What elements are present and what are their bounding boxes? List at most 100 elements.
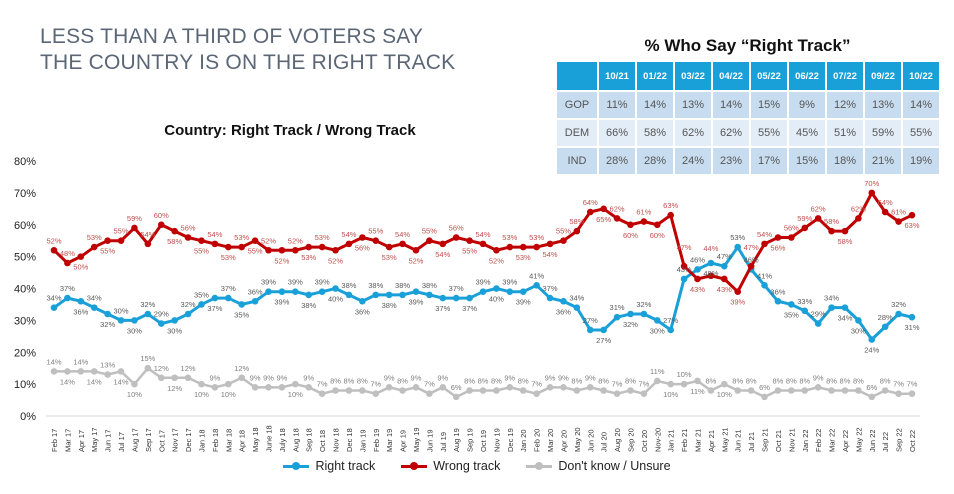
table-cell: 19% bbox=[903, 148, 939, 174]
data-label: 34% bbox=[837, 314, 852, 323]
data-label: 14% bbox=[46, 357, 61, 366]
y-tick-label: 40% bbox=[14, 284, 36, 296]
data-point bbox=[868, 336, 876, 343]
x-tick-label: Aug 20 bbox=[613, 428, 622, 452]
data-label: 13% bbox=[100, 361, 115, 370]
table-column-header: 10/22 bbox=[903, 62, 939, 90]
data-label: 7% bbox=[612, 380, 623, 389]
data-point bbox=[452, 294, 460, 302]
data-point bbox=[372, 390, 380, 397]
data-point bbox=[117, 368, 125, 375]
data-point bbox=[533, 282, 540, 289]
table-cell: 11% bbox=[599, 92, 635, 118]
data-label: 59% bbox=[797, 214, 812, 223]
data-point bbox=[198, 237, 205, 244]
table-cell: 45% bbox=[789, 120, 825, 146]
data-point bbox=[238, 301, 245, 308]
x-tick-label: Apr 18 bbox=[238, 430, 247, 452]
data-label: 36% bbox=[73, 307, 88, 316]
data-point bbox=[586, 326, 594, 334]
data-point bbox=[908, 313, 916, 321]
data-point bbox=[332, 246, 339, 254]
data-label: 37% bbox=[60, 284, 75, 293]
x-tick-label: Oct 19 bbox=[479, 430, 488, 452]
legend: Right track Wrong track Don't know / Unsur… bbox=[0, 459, 954, 473]
data-label: 55% bbox=[194, 247, 209, 256]
data-point bbox=[721, 275, 728, 283]
data-label: 8% bbox=[464, 377, 475, 386]
data-label: 54% bbox=[395, 230, 410, 239]
data-point bbox=[251, 384, 259, 391]
y-tick-label: 30% bbox=[14, 315, 36, 327]
data-point bbox=[855, 387, 862, 394]
data-label: 10% bbox=[194, 390, 209, 399]
data-label: 55% bbox=[248, 247, 263, 256]
data-label: 44% bbox=[703, 244, 718, 253]
data-label: 10% bbox=[127, 390, 142, 399]
x-tick-label: Nov 18 bbox=[332, 428, 341, 452]
table-column-header: 04/22 bbox=[713, 62, 749, 90]
data-point bbox=[399, 387, 406, 394]
data-point bbox=[801, 307, 809, 315]
data-label: 52% bbox=[489, 256, 504, 265]
data-label: 9% bbox=[250, 373, 261, 382]
data-label: 36% bbox=[770, 287, 785, 296]
data-point bbox=[144, 240, 152, 248]
data-label: 47% bbox=[677, 243, 692, 252]
x-tick-label: Dec 18 bbox=[345, 428, 354, 452]
data-label: 10% bbox=[717, 390, 732, 399]
x-tick-label: Oct 20 bbox=[640, 430, 649, 452]
data-point bbox=[546, 384, 554, 391]
headline: LESS THAN A THIRD OF VOTERS SAY THE COUN… bbox=[40, 24, 455, 76]
data-point bbox=[881, 323, 889, 331]
table-column-header: 01/22 bbox=[637, 62, 673, 90]
data-point bbox=[734, 387, 742, 394]
data-point bbox=[721, 380, 728, 388]
data-point bbox=[144, 310, 152, 318]
data-label: 48% bbox=[60, 249, 75, 258]
y-tick-label: 60% bbox=[14, 220, 36, 232]
data-point bbox=[734, 243, 742, 251]
data-point bbox=[560, 297, 567, 305]
data-label: 37% bbox=[462, 304, 477, 313]
data-point bbox=[144, 364, 152, 372]
data-point bbox=[251, 237, 259, 244]
data-point bbox=[305, 291, 313, 299]
data-label: 38% bbox=[368, 281, 383, 290]
x-tick-label: Sep 19 bbox=[466, 428, 475, 452]
data-point bbox=[694, 266, 701, 273]
data-label: 39% bbox=[516, 298, 531, 307]
x-tick-label: Sep 21 bbox=[761, 428, 770, 452]
data-label: 56% bbox=[784, 224, 799, 233]
data-label: 31% bbox=[610, 303, 625, 312]
data-point bbox=[694, 275, 701, 283]
table-corner bbox=[557, 62, 597, 90]
data-label: 55% bbox=[368, 227, 383, 236]
data-label: 55% bbox=[422, 227, 437, 236]
data-point bbox=[627, 310, 634, 318]
x-tick-label: Jan 22 bbox=[801, 429, 810, 452]
data-label: 62% bbox=[610, 204, 625, 213]
y-tick-label: 10% bbox=[14, 379, 36, 391]
data-label: 53% bbox=[730, 233, 745, 242]
data-point bbox=[90, 304, 98, 311]
data-label: 12% bbox=[181, 364, 196, 373]
data-point bbox=[694, 377, 701, 385]
data-label: 36% bbox=[556, 307, 571, 316]
data-point bbox=[452, 234, 460, 241]
data-point bbox=[613, 390, 621, 397]
data-point bbox=[506, 288, 514, 295]
data-label: 53% bbox=[315, 233, 330, 242]
data-point bbox=[292, 380, 299, 388]
data-label: 61% bbox=[636, 208, 651, 217]
data-point bbox=[895, 218, 902, 225]
data-point bbox=[278, 384, 286, 391]
data-label: 8% bbox=[491, 377, 502, 386]
table-cell: 13% bbox=[865, 92, 901, 118]
data-point bbox=[224, 294, 232, 302]
data-point bbox=[77, 297, 85, 305]
data-label: 9% bbox=[276, 373, 287, 382]
data-label: 8% bbox=[598, 377, 609, 386]
table-cell: 13% bbox=[675, 92, 711, 118]
data-label: 64% bbox=[583, 198, 598, 207]
